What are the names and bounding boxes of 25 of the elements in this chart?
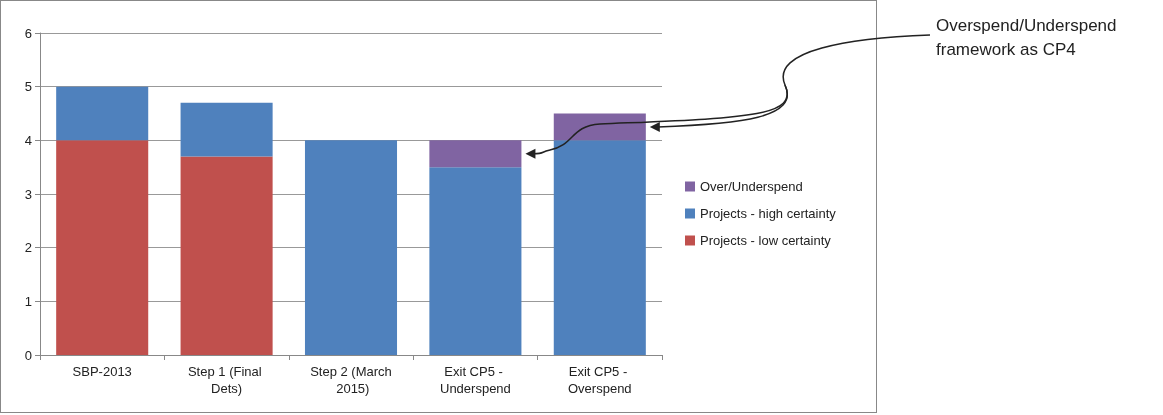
bar (553, 140, 646, 355)
bar (429, 167, 522, 355)
text: Overspend/Underspend framework as CP4 (936, 15, 1118, 61)
bar (180, 156, 273, 355)
x-tick-label: Step 2 (March 2015) (310, 364, 392, 396)
bar (429, 140, 522, 168)
y-tick-label: 1 (24, 293, 32, 309)
x-tick-label: Step 1 (Final Dets) (187, 364, 266, 396)
bar (56, 86, 149, 141)
y-tick-label: 0 (24, 347, 32, 363)
y-tick-label: 3 (24, 186, 32, 202)
legend-label: Projects - high certainty (700, 206, 837, 221)
x-tick-label: Exit CP5 - Underspend (439, 364, 511, 396)
y-tick-label: 5 (24, 79, 32, 95)
legend-label: Over/Underspend (700, 179, 803, 194)
bar (180, 102, 273, 157)
y-tick-label: 2 (24, 240, 32, 256)
y-tick-label: 6 (24, 25, 32, 41)
x-tick-label: Exit CP5 - Overspend (568, 364, 632, 396)
bar (553, 113, 646, 141)
y-tick-label: 4 (24, 132, 32, 148)
bar (56, 140, 149, 355)
bar (304, 140, 398, 355)
legend-label: Projects - low certainty (700, 233, 832, 248)
x-tick-label: SBP-2013 (72, 364, 132, 379)
